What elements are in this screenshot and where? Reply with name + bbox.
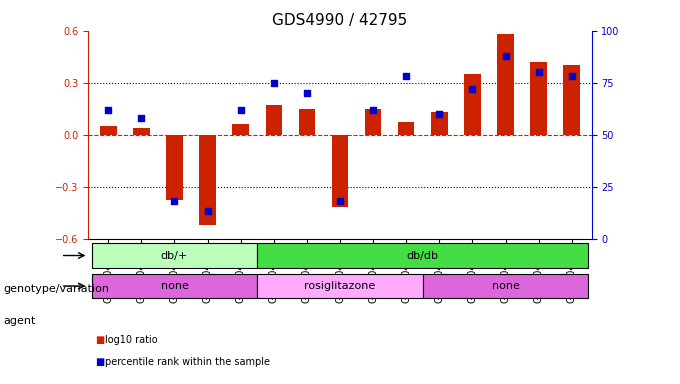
Bar	[431, 112, 447, 135]
Title: GDS4990 / 42795: GDS4990 / 42795	[273, 13, 407, 28]
Bar	[199, 135, 216, 225]
Text: agent: agent	[3, 316, 36, 326]
Text: log10 ratio: log10 ratio	[105, 335, 158, 345]
Point	[103, 107, 114, 113]
Point	[533, 69, 544, 75]
Bar	[265, 105, 282, 135]
Point	[401, 73, 411, 79]
Point	[136, 115, 147, 121]
FancyBboxPatch shape	[423, 274, 588, 298]
FancyBboxPatch shape	[92, 243, 257, 268]
Point	[269, 79, 279, 86]
Bar	[133, 128, 150, 135]
Point	[566, 73, 577, 79]
Text: db/db: db/db	[407, 250, 439, 260]
Point	[467, 86, 478, 92]
Point	[202, 209, 213, 215]
Point	[368, 107, 379, 113]
Point	[434, 111, 445, 117]
Text: ■: ■	[95, 357, 105, 367]
Text: ■: ■	[95, 335, 105, 345]
FancyBboxPatch shape	[257, 243, 588, 268]
FancyBboxPatch shape	[92, 274, 257, 298]
Bar	[100, 126, 116, 135]
Point	[169, 198, 180, 204]
Bar	[365, 109, 381, 135]
Point	[301, 90, 312, 96]
Bar	[564, 65, 580, 135]
Text: none: none	[492, 281, 520, 291]
Point	[235, 107, 246, 113]
Bar	[233, 124, 249, 135]
Point	[500, 53, 511, 59]
Bar	[166, 135, 183, 200]
Bar	[299, 109, 315, 135]
Text: rosiglitazone: rosiglitazone	[305, 281, 375, 291]
Point	[335, 198, 345, 204]
Text: percentile rank within the sample: percentile rank within the sample	[105, 357, 271, 367]
Text: none: none	[160, 281, 188, 291]
FancyBboxPatch shape	[257, 274, 423, 298]
Bar	[497, 34, 514, 135]
Bar	[332, 135, 348, 207]
Bar	[398, 122, 415, 135]
Text: db/+: db/+	[161, 250, 188, 260]
Text: genotype/variation: genotype/variation	[3, 284, 109, 294]
Bar	[530, 62, 547, 135]
Bar	[464, 74, 481, 135]
